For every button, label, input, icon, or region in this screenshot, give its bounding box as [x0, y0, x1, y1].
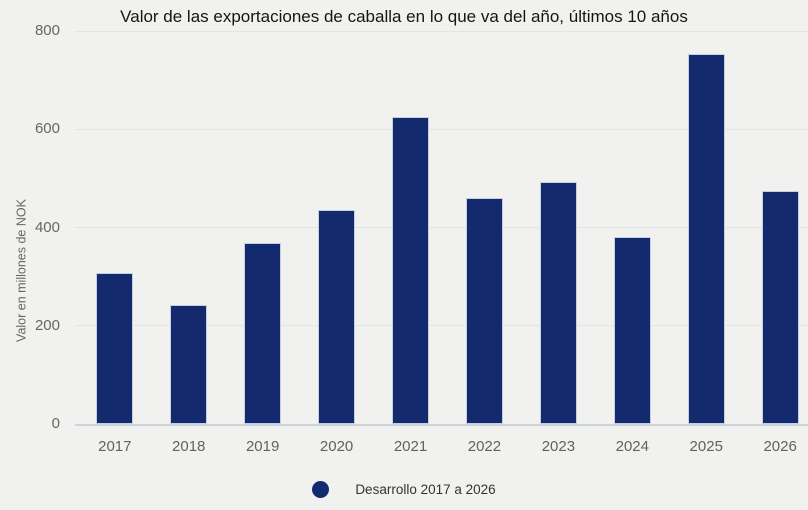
- bar-2023[interactable]: [539, 182, 577, 424]
- bar-2017[interactable]: [96, 273, 134, 424]
- bar-2020[interactable]: [318, 209, 356, 424]
- bar-2018[interactable]: [170, 305, 208, 424]
- bar-2024[interactable]: [613, 237, 651, 424]
- legend-series-marker-icon: [312, 481, 330, 498]
- gridline: [75, 128, 808, 130]
- gridline: [75, 30, 808, 32]
- bar-2021[interactable]: [392, 116, 430, 424]
- x-tick-label: 2023: [541, 438, 576, 455]
- x-axis-line: [75, 424, 808, 426]
- x-tick-label: 2022: [467, 438, 502, 455]
- x-tick-label: 2021: [393, 438, 428, 455]
- bar-2019[interactable]: [244, 243, 282, 424]
- legend[interactable]: Desarrollo 2017 a 2026: [0, 481, 808, 498]
- y-tick-label: 600: [34, 120, 60, 138]
- bar-2026[interactable]: [761, 190, 799, 424]
- x-tick-label: 2025: [689, 438, 723, 455]
- bar-2025[interactable]: [687, 53, 725, 424]
- gridline: [75, 325, 808, 327]
- y-tick-label: 0: [51, 415, 60, 432]
- chart-title: Valor de las exportaciones de caballa en…: [120, 7, 688, 26]
- legend-series-label: Desarrollo 2017 a 2026: [355, 482, 496, 497]
- y-tick-label: 800: [34, 22, 60, 39]
- x-tick-label: 2020: [319, 438, 354, 455]
- y-tick-label: 200: [34, 316, 60, 334]
- x-tick-label: 2018: [172, 438, 206, 455]
- x-tick-label: 2024: [615, 438, 649, 455]
- bar-2022[interactable]: [465, 198, 503, 424]
- x-tick-label: 2019: [245, 438, 280, 455]
- gridline: [75, 227, 808, 228]
- x-tick-label: 2017: [98, 438, 132, 455]
- x-tick-label: 2026: [763, 438, 797, 455]
- y-tick-label: 400: [34, 218, 60, 236]
